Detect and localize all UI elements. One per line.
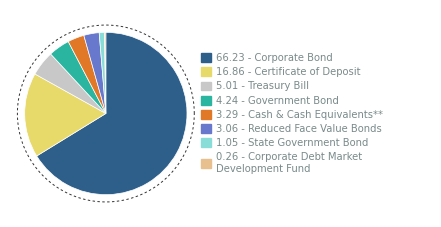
Wedge shape: [84, 33, 106, 114]
Wedge shape: [35, 54, 106, 114]
Wedge shape: [51, 42, 106, 114]
Legend: 66.23 - Corporate Bond, 16.86 - Certificate of Deposit, 5.01 - Treasury Bill, 4.: 66.23 - Corporate Bond, 16.86 - Certific…: [201, 53, 383, 174]
Wedge shape: [99, 32, 106, 114]
Wedge shape: [37, 32, 187, 195]
Wedge shape: [68, 35, 106, 114]
Wedge shape: [25, 74, 106, 156]
Wedge shape: [105, 32, 106, 114]
